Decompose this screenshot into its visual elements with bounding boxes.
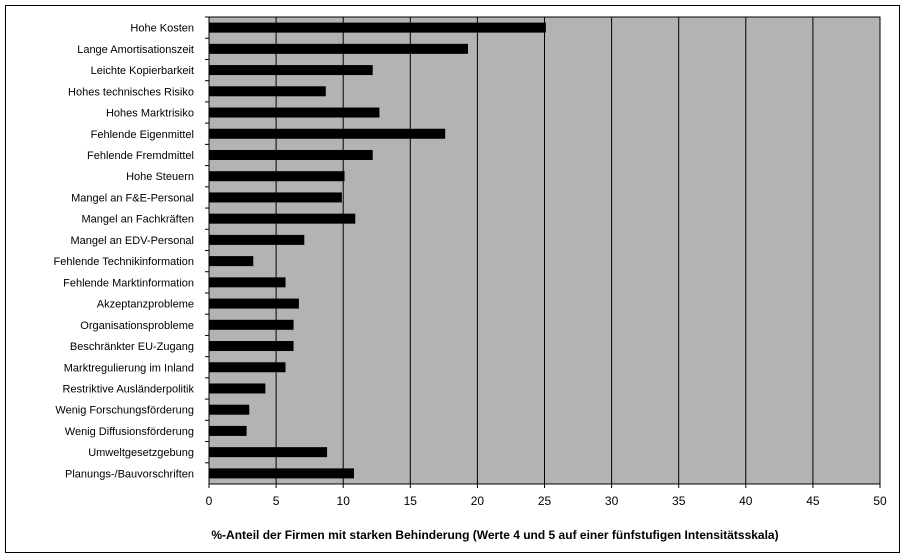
- category-label: Planungs-/Bauvorschriften: [65, 468, 194, 480]
- category-labels: Hohe Kosten Lange Amortisationszeit Leicht…: [54, 16, 209, 480]
- bar: [209, 234, 305, 245]
- x-tick-label: 45: [806, 494, 820, 508]
- category-label: Hohe Kosten: [130, 23, 194, 35]
- x-tick-label: 30: [605, 494, 619, 508]
- category-label: Fehlende Fremdmittel: [87, 150, 194, 162]
- category-label: Hohes Marktrisiko: [106, 108, 194, 120]
- x-tick-label: 40: [739, 494, 753, 508]
- bar: [209, 149, 373, 160]
- category-label: Beschränkter EU-Zugang: [70, 341, 194, 353]
- bar: [209, 277, 286, 288]
- x-axis-label: %-Anteil der Firmen mit starken Behinder…: [211, 528, 778, 542]
- bar: [209, 107, 380, 118]
- category-label: Hohe Steuern: [126, 171, 194, 183]
- category-label: Organisationsprobleme: [80, 320, 194, 332]
- bar: [209, 213, 356, 224]
- bar: [209, 319, 294, 330]
- category-label: Marktregulierung im Inland: [64, 362, 194, 374]
- x-tick-label: 10: [337, 494, 351, 508]
- gridlines: [208, 17, 881, 488]
- category-label: Restriktive Ausländerpolitik: [63, 383, 195, 395]
- bar: [209, 404, 250, 415]
- bar: [209, 447, 328, 458]
- x-tick-label: 50: [873, 494, 887, 508]
- category-label: Umweltgesetzgebung: [88, 447, 194, 459]
- category-label: Wenig Forschungsförderung: [55, 405, 194, 417]
- category-label: Akzeptanzprobleme: [97, 299, 194, 311]
- bar: [209, 298, 299, 309]
- x-tick-labels: 0 5 10 15 20 25 30 35 40 45 50: [206, 494, 887, 508]
- bar: [209, 65, 373, 76]
- x-tick-label: 25: [538, 494, 552, 508]
- bars: [209, 22, 546, 479]
- category-label: Wenig Diffusionsförderung: [65, 426, 194, 438]
- category-label: Leichte Kopierbarkeit: [91, 65, 194, 77]
- x-tick-label: 20: [471, 494, 485, 508]
- bar: [209, 341, 294, 352]
- bar: [209, 128, 446, 139]
- bar: [209, 192, 342, 203]
- x-tick-label: 5: [273, 494, 280, 508]
- category-label: Fehlende Technikinformation: [54, 256, 194, 268]
- x-tick-label: 35: [672, 494, 686, 508]
- bar: [209, 362, 286, 373]
- category-label: Lange Amortisationszeit: [77, 44, 194, 56]
- bar: [209, 425, 247, 436]
- bar: [209, 171, 345, 182]
- category-label: Mangel an Fachkräften: [81, 214, 194, 226]
- bar: [209, 468, 354, 479]
- x-tick-label: 0: [206, 494, 213, 508]
- category-label: Hohes technisches Risiko: [68, 86, 194, 98]
- bar: [209, 383, 266, 394]
- category-label: Mangel an EDV-Personal: [70, 235, 194, 247]
- category-label: Fehlende Eigenmittel: [91, 129, 194, 141]
- bar: [209, 86, 326, 97]
- bar: [209, 22, 546, 33]
- category-label: Fehlende Marktinformation: [63, 277, 194, 289]
- bar: [209, 256, 254, 267]
- category-label: Mangel an F&E-Personal: [71, 192, 194, 204]
- x-tick-label: 15: [404, 494, 418, 508]
- bar: [209, 43, 469, 54]
